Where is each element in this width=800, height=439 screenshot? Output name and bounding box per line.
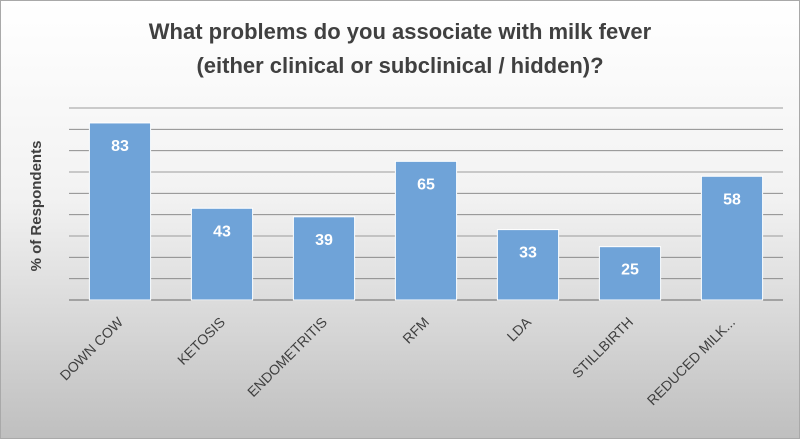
category-label: KETOSIS bbox=[174, 314, 228, 368]
chart-title: What problems do you associate with milk… bbox=[1, 15, 799, 83]
value-labels: 83 43 39 65 33 25 58 bbox=[111, 138, 741, 279]
category-label: STILLBIRTH bbox=[569, 314, 636, 381]
category-label: RFM bbox=[399, 314, 432, 347]
value-label: 83 bbox=[111, 138, 129, 155]
value-label: 58 bbox=[723, 191, 741, 208]
bars bbox=[88, 122, 764, 301]
bar bbox=[292, 216, 356, 301]
chart-title-line-2: (either clinical or subclinical / hidden… bbox=[196, 53, 604, 78]
category-label: ENDOMETRITIS bbox=[244, 314, 330, 400]
bar bbox=[88, 122, 152, 301]
value-label: 65 bbox=[417, 176, 435, 193]
bar bbox=[394, 160, 458, 301]
value-label: 33 bbox=[519, 245, 537, 262]
value-label: 39 bbox=[315, 232, 333, 249]
value-label: 25 bbox=[621, 262, 639, 279]
value-label: 43 bbox=[213, 223, 231, 240]
category-label: DOWN COW bbox=[57, 313, 127, 383]
chart-title-line-1: What problems do you associate with milk… bbox=[148, 19, 652, 44]
y-axis-label: % of Respondents bbox=[28, 141, 45, 272]
category-label: LDA bbox=[504, 313, 535, 344]
category-labels: DOWN COW KETOSIS ENDOMETRITIS RFM LDA STILLBI… bbox=[57, 313, 739, 408]
bar bbox=[190, 207, 254, 301]
bar bbox=[598, 246, 662, 301]
bar bbox=[700, 175, 764, 301]
category-label: REDUCED MILK... bbox=[644, 314, 738, 408]
bar bbox=[496, 229, 560, 301]
